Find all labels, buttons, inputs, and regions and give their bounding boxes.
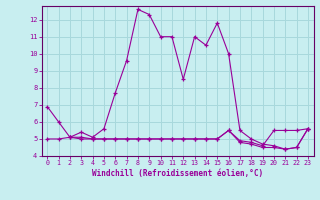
X-axis label: Windchill (Refroidissement éolien,°C): Windchill (Refroidissement éolien,°C) [92, 169, 263, 178]
